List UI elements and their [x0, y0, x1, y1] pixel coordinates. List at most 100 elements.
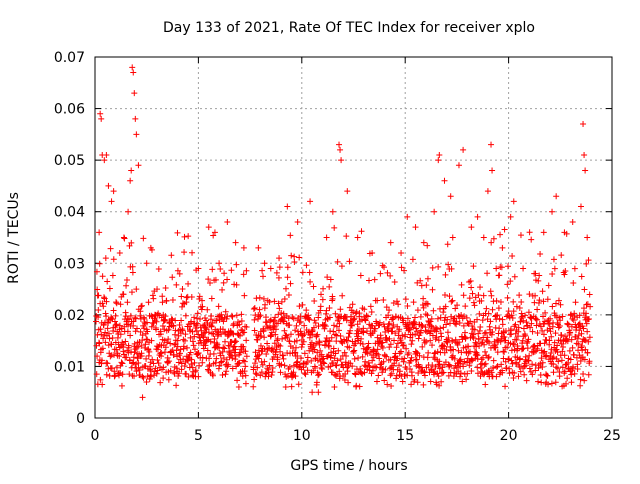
data-point [243, 353, 250, 360]
data-point [509, 253, 516, 260]
data-point [543, 337, 550, 344]
data-point [393, 344, 400, 351]
data-point [285, 291, 292, 298]
data-point [269, 365, 276, 372]
data-point [387, 356, 394, 363]
data-point [113, 299, 120, 306]
data-point [424, 301, 431, 308]
data-point [438, 333, 445, 340]
data-point [226, 342, 233, 349]
data-point [477, 365, 484, 372]
data-point [488, 141, 495, 148]
data-point [343, 353, 350, 360]
data-point [94, 286, 101, 293]
data-point [517, 318, 524, 325]
data-point [578, 344, 585, 351]
data-point [118, 359, 125, 366]
data-point [520, 265, 527, 272]
data-point [167, 340, 174, 347]
data-point [282, 383, 289, 390]
y-tick-label: 0.03 [54, 256, 85, 272]
data-point [448, 298, 455, 305]
data-point [379, 369, 386, 376]
data-point [376, 355, 383, 362]
data-point [333, 323, 340, 330]
data-point [252, 349, 259, 356]
data-point [125, 344, 132, 351]
data-point [393, 375, 400, 382]
data-point [213, 317, 220, 324]
data-point [365, 359, 372, 366]
data-point [424, 242, 431, 249]
data-point [505, 356, 512, 363]
data-point [371, 363, 378, 370]
data-point [386, 365, 393, 372]
data-point [281, 362, 288, 369]
data-point [418, 327, 425, 334]
data-point [220, 344, 227, 351]
data-point [326, 314, 333, 321]
data-point [108, 314, 115, 321]
data-point [374, 297, 381, 304]
data-point [427, 318, 434, 325]
data-point [490, 357, 497, 364]
data-point [217, 352, 224, 359]
data-point [518, 346, 525, 353]
data-point [539, 327, 546, 334]
data-point [365, 340, 372, 347]
data-point [415, 363, 422, 370]
data-point [241, 368, 248, 375]
data-point [522, 312, 529, 319]
data-point [518, 310, 525, 317]
data-point [458, 281, 465, 288]
data-point [107, 245, 114, 252]
data-point [410, 299, 417, 306]
data-point [431, 350, 438, 357]
data-point [278, 298, 285, 305]
data-point [535, 378, 542, 385]
data-point [540, 313, 547, 320]
data-point [208, 312, 215, 319]
data-point [304, 367, 311, 374]
data-point [369, 249, 376, 256]
data-point [178, 317, 185, 324]
data-point [498, 264, 505, 271]
data-point [174, 229, 181, 236]
data-point [254, 364, 261, 371]
data-point [101, 295, 108, 302]
data-point [273, 269, 280, 276]
data-point [532, 270, 539, 277]
data-point [435, 361, 442, 368]
data-point [251, 327, 258, 334]
data-point [496, 325, 503, 332]
data-point [382, 328, 389, 335]
data-point [199, 333, 206, 340]
data-point [470, 263, 477, 270]
data-point [259, 267, 266, 274]
data-point [320, 285, 327, 292]
data-point [275, 274, 282, 281]
data-point [307, 278, 314, 285]
data-point [414, 379, 421, 386]
data-point [125, 208, 132, 215]
data-point [536, 272, 543, 279]
data-point [339, 292, 346, 299]
data-point [297, 318, 304, 325]
y-axis-label: ROTI / TECUs [6, 192, 22, 284]
data-point [408, 341, 415, 348]
data-point [184, 344, 191, 351]
data-point [293, 322, 300, 329]
data-point [492, 344, 499, 351]
data-point [420, 295, 427, 302]
data-point [446, 362, 453, 369]
data-point [131, 90, 138, 97]
data-point [434, 315, 441, 322]
data-point [493, 364, 500, 371]
data-point [528, 236, 535, 243]
data-point [529, 371, 536, 378]
data-point [430, 307, 437, 314]
data-point [108, 198, 115, 205]
data-point [515, 324, 522, 331]
data-point [111, 351, 118, 358]
data-point [310, 324, 317, 331]
